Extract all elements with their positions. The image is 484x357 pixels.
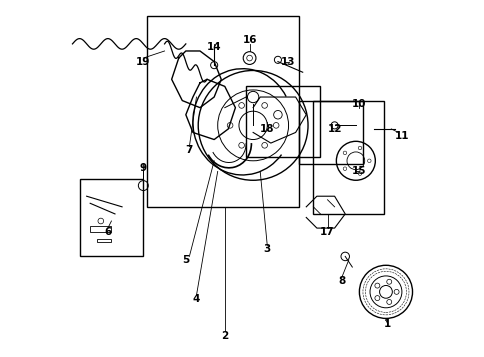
Bar bbox=[147, 16, 299, 207]
Text: 12: 12 bbox=[327, 124, 341, 134]
Text: 10: 10 bbox=[351, 99, 366, 109]
Bar bbox=[313, 101, 383, 214]
Bar bbox=[90, 226, 111, 232]
Bar bbox=[299, 101, 362, 164]
Bar bbox=[245, 86, 320, 157]
Text: 19: 19 bbox=[136, 57, 150, 67]
Text: 6: 6 bbox=[104, 227, 111, 237]
Text: 3: 3 bbox=[263, 244, 271, 254]
Bar bbox=[97, 239, 111, 242]
Text: 7: 7 bbox=[185, 145, 193, 155]
Bar bbox=[79, 178, 143, 256]
Text: 14: 14 bbox=[206, 42, 221, 52]
Text: 5: 5 bbox=[182, 255, 189, 265]
Text: 2: 2 bbox=[221, 331, 228, 341]
Text: 16: 16 bbox=[242, 35, 257, 45]
Text: 9: 9 bbox=[139, 163, 147, 173]
Text: 15: 15 bbox=[351, 166, 366, 176]
Text: 13: 13 bbox=[281, 57, 295, 67]
Text: 8: 8 bbox=[337, 276, 345, 286]
Text: 18: 18 bbox=[259, 124, 274, 134]
Text: 17: 17 bbox=[319, 227, 334, 237]
Text: 4: 4 bbox=[192, 294, 200, 304]
Text: 1: 1 bbox=[383, 319, 391, 329]
Text: 11: 11 bbox=[394, 131, 408, 141]
